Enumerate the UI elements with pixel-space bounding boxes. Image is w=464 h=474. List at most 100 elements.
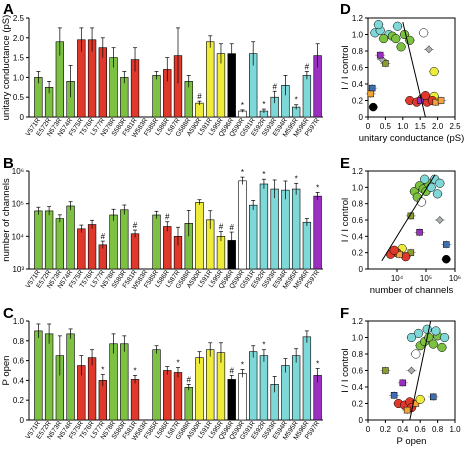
data-point (416, 229, 423, 236)
significance-mark: # (229, 366, 234, 375)
bar-E594R (281, 365, 290, 421)
x-tick-label: 0.8 (432, 425, 444, 434)
significance-mark: * (295, 96, 298, 105)
y-tick-label: 0.2 (352, 249, 364, 258)
data-point (396, 251, 403, 258)
bar-Q590R (238, 180, 247, 270)
x-axis-label: P open (397, 436, 427, 447)
panel-label: C (3, 305, 14, 322)
panel-F: F 0 0.2 0.4 0.6 0.8 1.0 1.2 0 0.2 0.4 0.6 0.8 1.0 P op… (340, 305, 461, 447)
significance-mark: * (133, 366, 136, 375)
y-tick-label: 1.0 (352, 334, 364, 343)
bar-G591R (249, 204, 258, 270)
y-tick-label: 1.0 (352, 31, 364, 40)
y-tick-label: 1.2 (352, 167, 364, 176)
y-axis-label: I / I control (340, 45, 351, 89)
x-tick-label: 10⁶ (449, 274, 461, 283)
bar-F581R (130, 233, 140, 270)
x-tick-label: 10⁵ (420, 274, 432, 283)
y-tick-label: 0.8 (352, 350, 364, 359)
data-point (431, 326, 441, 336)
bar-G591R (249, 351, 258, 421)
data-point (428, 339, 438, 349)
y-tick-label: 0.4 (352, 232, 364, 241)
data-point (407, 366, 416, 375)
significance-mark: * (241, 101, 244, 110)
data-point (420, 174, 430, 184)
y-tick-label: 10⁴ (12, 232, 25, 241)
data-point (420, 91, 430, 101)
panel-label: B (3, 155, 14, 172)
y-tick-label: 0.5 (13, 93, 25, 102)
y-axis-label: number of channels (1, 178, 12, 262)
y-tick-label: 0 (359, 265, 364, 274)
y-tick-label: 2.5 (13, 14, 25, 23)
y-axis-label: I / I control (340, 348, 351, 392)
y-tick-label: 0.4 (352, 383, 364, 392)
bar-V571R (34, 330, 43, 421)
y-tick-label: 1.2 (352, 317, 364, 326)
y-tick-label: 1.0 (13, 73, 25, 82)
bar-M596R (302, 221, 312, 270)
bar-A590R (195, 357, 204, 421)
bar-A590R (195, 202, 204, 270)
fit-line (381, 174, 436, 262)
y-tick-label: 0.2 (352, 400, 364, 409)
data-point (429, 67, 439, 77)
significance-mark: * (176, 359, 179, 368)
bar-S593R (270, 188, 279, 270)
significance-mark: * (262, 100, 265, 109)
data-point (426, 182, 436, 192)
y-tick-label: 2.0 (13, 34, 25, 43)
bar-S580R (120, 209, 129, 270)
bar-F585R (152, 75, 161, 118)
panel-D: D 0 0.2 0.4 0.6 0.8 1.0 1.2 0 0.5 1.0 1.5 2.0 2.5 unit… (340, 1, 464, 144)
data-point (419, 28, 429, 38)
y-tick-label: 0.6 (13, 357, 25, 366)
significance-mark: # (101, 232, 106, 241)
bar-N578R (109, 214, 118, 270)
data-point (401, 252, 411, 262)
y-tick-label: 0.2 (13, 396, 25, 405)
data-point (443, 241, 450, 248)
panel-label: A (3, 1, 14, 18)
data-point (430, 393, 437, 401)
data-point (396, 42, 406, 52)
bar-N573R (55, 218, 65, 270)
bar-Q596R (227, 379, 236, 421)
data-point (376, 51, 384, 59)
data-point (382, 367, 389, 374)
data-point (367, 90, 375, 98)
bar-S580R (120, 343, 129, 421)
bar-L587R (173, 372, 183, 421)
y-tick-label: 10⁵ (12, 200, 24, 209)
data-point (425, 45, 433, 54)
bar-V571R (34, 210, 43, 270)
bar-S580R (120, 77, 129, 118)
bar-T576R (87, 357, 97, 421)
significance-mark: * (316, 360, 319, 369)
bar-F575R (77, 228, 86, 270)
significance-mark: # (165, 213, 170, 222)
data-point (373, 20, 383, 30)
bar-E594R (281, 189, 290, 270)
bar-L595R (216, 352, 226, 421)
bar-P597R (313, 195, 322, 270)
bar-F585R (152, 214, 161, 270)
significance-mark: # (187, 375, 192, 384)
y-tick-label: 0.6 (352, 64, 364, 73)
y-tick-label: 1.0 (352, 183, 364, 192)
bar-G588R (184, 387, 193, 421)
x-tick-label: 0.2 (380, 425, 392, 434)
significance-mark: # (272, 82, 277, 91)
significance-mark: * (295, 174, 298, 183)
data-point (437, 97, 445, 104)
x-tick-label: 1.5 (415, 122, 427, 131)
bar-N574R (66, 333, 75, 421)
y-tick-label: 1.5 (13, 54, 25, 63)
panel-E: E 0 0.2 0.4 0.6 0.8 1.0 1.2 10⁴ 10⁵ 10⁶ number of c… (340, 155, 461, 296)
x-tick-label: 0.5 (380, 122, 392, 131)
